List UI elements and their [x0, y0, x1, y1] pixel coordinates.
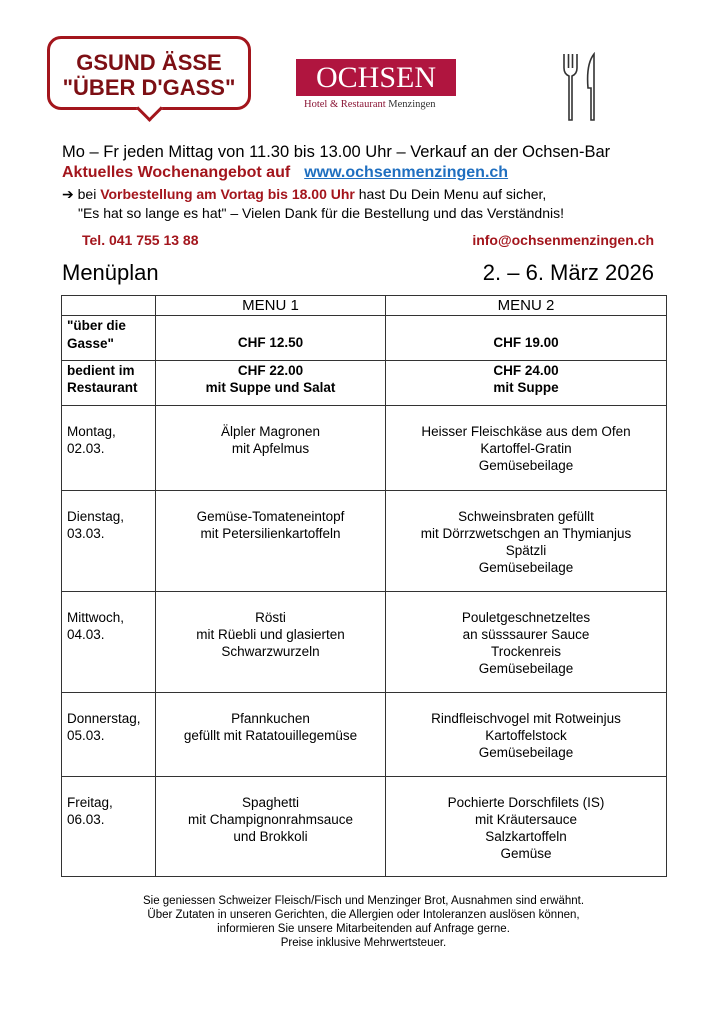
email-link[interactable]: info@ochsenmenzingen.ch — [472, 232, 654, 248]
dish-line: CHF 22.00 — [237, 363, 304, 378]
dish-line: mit Suppe — [493, 380, 559, 395]
dish-line: Älpler Magronen — [220, 424, 321, 439]
date-range: 2. – 6. März 2026 — [482, 260, 654, 285]
dish-line: an süsssaurer Sauce — [462, 627, 590, 642]
dish-m2: Heisser Fleischkäse aus dem Ofen Kartoffe… — [385, 405, 667, 491]
dish-line: CHF 19.00 — [493, 335, 559, 350]
day-label: Dienstag, 03.03. — [61, 490, 156, 592]
dish-line: Kartoffel-Gratin — [480, 441, 572, 456]
ochsen-logo: OCHSEN — [296, 59, 456, 96]
day-row: Donnerstag, 05.03. Pfannkuchen gefüllt mit … — [61, 692, 667, 777]
dish-line: Trockenreis — [490, 644, 562, 659]
dish-m1: Gemüse-Tomateneintopf mit Petersilienkart… — [155, 490, 386, 592]
day-label: Montag, 02.03. — [61, 405, 156, 491]
gsund-asse-badge: GSUND ÄSSE "ÜBER D'GASS" — [47, 36, 251, 110]
day-row: Freitag, 06.03. Spaghetti mit Champignonrah… — [61, 776, 667, 877]
dish-line: Kartoffelstock — [485, 728, 567, 743]
dish-line: mit Apfelmus — [231, 441, 310, 456]
dish-m1: Rösti mit Rüebli und glasierten Schwarzwur… — [155, 591, 386, 693]
dish-line: Gemüse — [500, 846, 552, 861]
dish-line: Pouletgeschnetzeltes — [461, 610, 591, 625]
dish-line: Gemüsebeilage — [478, 661, 574, 676]
dish-line: Spätzli — [505, 543, 547, 558]
badge-line: "ÜBER D'GASS" — [62, 75, 236, 100]
dish-line: Schwarzwurzeln — [221, 644, 320, 659]
dish-m2: Rindfleischvogel mit Rotweinjus Kartoffel… — [385, 692, 667, 777]
header-menu-1: MENU 1 — [155, 295, 386, 316]
website-link[interactable]: www.ochsenmenzingen.ch — [304, 164, 509, 181]
thanks-note: "Es hat so lange es hat" – Vielen Dank f… — [78, 205, 564, 221]
price-label: bedient im Restaurant — [61, 360, 156, 406]
dish-line: Gemüsebeilage — [478, 745, 574, 760]
price-m2: CHF 24.00 mit Suppe — [385, 360, 667, 406]
badge-line: GSUND ÄSSE — [76, 50, 222, 75]
dish-line: Pfannkuchen — [231, 711, 310, 726]
price-m1: CHF 22.00 mit Suppe und Salat — [155, 360, 386, 406]
price-row: bedient im Restaurant CHF 22.00 mit Suppe … — [61, 360, 667, 406]
header-menu-2: MENU 2 — [385, 295, 667, 316]
dish-line: mit Petersilienkartoffeln — [200, 526, 341, 541]
phone: Tel. 041 755 13 88 — [82, 232, 199, 248]
page-title: Menüplan — [62, 260, 159, 285]
day-label: Donnerstag, 05.03. — [61, 692, 156, 777]
day-row: Montag, 02.03. Älpler Magronen mit Apfelmus… — [61, 405, 667, 491]
dish-m1: Pfannkuchen gefüllt mit Ratatouillegemüse — [155, 692, 386, 777]
right-arrow-icon: ➔ — [62, 186, 74, 202]
dish-line: Pochierte Dorschfilets (IS) — [447, 795, 605, 810]
dish-line: mit Champignonrahmsauce — [187, 812, 354, 827]
dish-line: mit Rüebli und glasierten — [196, 627, 345, 642]
dish-line: mit Kräutersauce — [474, 812, 578, 827]
dish-line: CHF 12.50 — [237, 335, 304, 350]
price-m1: CHF 12.50 — [155, 315, 386, 361]
dish-line: Heisser Fleischkäse aus dem Ofen — [421, 424, 631, 439]
opening-hours: Mo – Fr jeden Mittag von 11.30 bis 13.00… — [62, 143, 611, 161]
day-label: Freitag, 06.03. — [61, 776, 156, 877]
logo-subtitle: Hotel & Restaurant Menzingen — [304, 99, 436, 110]
dish-line: CHF 24.00 — [493, 363, 559, 378]
dish-m2: Pochierte Dorschfilets (IS) mit Kräutersa… — [385, 776, 667, 877]
price-m2: CHF 19.00 — [385, 315, 667, 361]
dish-line: Rösti — [255, 610, 286, 625]
day-label: Mittwoch, 04.03. — [61, 591, 156, 693]
dish-line: und Brokkoli — [233, 829, 308, 844]
menu-table: MENU 1 MENU 2 "über die Gasse" CHF 12.50 C… — [61, 295, 667, 877]
preorder-note: ➔ bei Vorbestellung am Vortag bis 18.00 … — [62, 186, 547, 202]
dish-line: gefüllt mit Ratatouillegemüse — [183, 728, 358, 743]
footer-notes: Sie geniessen Schweizer Fleisch/Fisch un… — [142, 895, 585, 949]
dish-m2: Schweinsbraten gefüllt mit Dörrzwetschgen… — [385, 490, 667, 592]
dish-m1: Älpler Magronen mit Apfelmus — [155, 405, 386, 491]
day-row: Dienstag, 03.03. Gemüse-Tomateneintopf mit … — [61, 490, 667, 592]
dish-line: Schweinsbraten gefüllt — [458, 509, 594, 524]
dish-line: mit Dörrzwetschgen an Thymianjus — [420, 526, 632, 541]
day-row: Mittwoch, 04.03. Rösti mit Rüebli und glasi… — [61, 591, 667, 693]
dish-line: Gemüsebeilage — [478, 458, 574, 473]
fork-knife-icon — [563, 52, 595, 121]
dish-line: Gemüsebeilage — [478, 560, 574, 575]
table-header: MENU 1 MENU 2 — [61, 295, 667, 316]
price-label: "über die Gasse" — [61, 315, 156, 361]
dish-line: Rindfleischvogel mit Rotweinjus — [431, 711, 621, 726]
dish-line: Salzkartoffeln — [485, 829, 567, 844]
dish-line: Spaghetti — [241, 795, 300, 810]
dish-line: Gemüse-Tomateneintopf — [196, 509, 345, 524]
price-row: "über die Gasse" CHF 12.50 CHF 19.00 — [61, 315, 667, 361]
dish-line: mit Suppe und Salat — [205, 380, 336, 395]
dish-m1: Spaghetti mit Champignonrahmsauce und Brok… — [155, 776, 386, 877]
dish-m2: Pouletgeschnetzeltes an süsssaurer Sauce T… — [385, 591, 667, 693]
weekly-offer: Aktuelles Wochenangebot auf www.ochsenmen… — [62, 164, 509, 181]
